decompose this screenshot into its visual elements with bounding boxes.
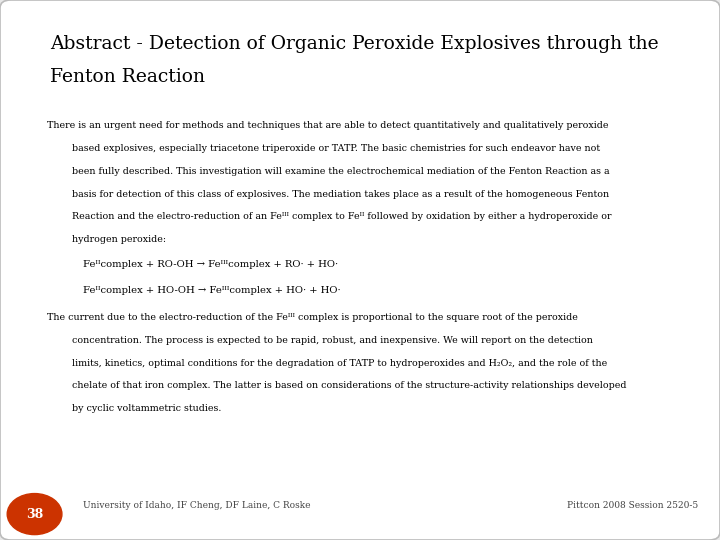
Text: basis for detection of this class of explosives. The mediation takes place as a : basis for detection of this class of exp… <box>72 190 609 199</box>
Text: Pittcon 2008 Session 2520-5: Pittcon 2008 Session 2520-5 <box>567 501 698 510</box>
Text: There is an urgent need for methods and techniques that are able to detect quant: There is an urgent need for methods and … <box>47 122 608 131</box>
Circle shape <box>7 494 62 535</box>
Text: Feᴵᴵcomplex + HO-OH → Feᴵᴵᴵcomplex + HO· + HO·: Feᴵᴵcomplex + HO-OH → Feᴵᴵᴵcomplex + HO·… <box>83 286 341 295</box>
Text: The current due to the electro-reduction of the Feᴵᴵᴵ complex is proportional to: The current due to the electro-reduction… <box>47 313 577 322</box>
Text: limits, kinetics, optimal conditions for the degradation of TATP to hydroperoxid: limits, kinetics, optimal conditions for… <box>72 359 607 368</box>
Text: by cyclic voltammetric studies.: by cyclic voltammetric studies. <box>72 404 221 413</box>
Text: Reaction and the electro-reduction of an Feᴵᴵᴵ complex to Feᴵᴵ followed by oxida: Reaction and the electro-reduction of an… <box>72 212 611 221</box>
Text: based explosives, especially triacetone triperoxide or TATP. The basic chemistri: based explosives, especially triacetone … <box>72 144 600 153</box>
Text: Feᴵᴵcomplex + RO-OH → Feᴵᴵᴵcomplex + RO· + HO·: Feᴵᴵcomplex + RO-OH → Feᴵᴵᴵcomplex + RO·… <box>83 260 338 269</box>
Text: Fenton Reaction: Fenton Reaction <box>50 68 205 85</box>
Text: 38: 38 <box>26 508 43 521</box>
Text: been fully described. This investigation will examine the electrochemical mediat: been fully described. This investigation… <box>72 167 610 176</box>
Text: University of Idaho, IF Cheng, DF Laine, C Roske: University of Idaho, IF Cheng, DF Laine,… <box>83 501 310 510</box>
Text: Abstract - Detection of Organic Peroxide Explosives through the: Abstract - Detection of Organic Peroxide… <box>50 35 659 53</box>
Text: hydrogen peroxide:: hydrogen peroxide: <box>72 235 166 244</box>
Text: concentration. The process is expected to be rapid, robust, and inexpensive. We : concentration. The process is expected t… <box>72 336 593 345</box>
Text: chelate of that iron complex. The latter is based on considerations of the struc: chelate of that iron complex. The latter… <box>72 381 626 390</box>
